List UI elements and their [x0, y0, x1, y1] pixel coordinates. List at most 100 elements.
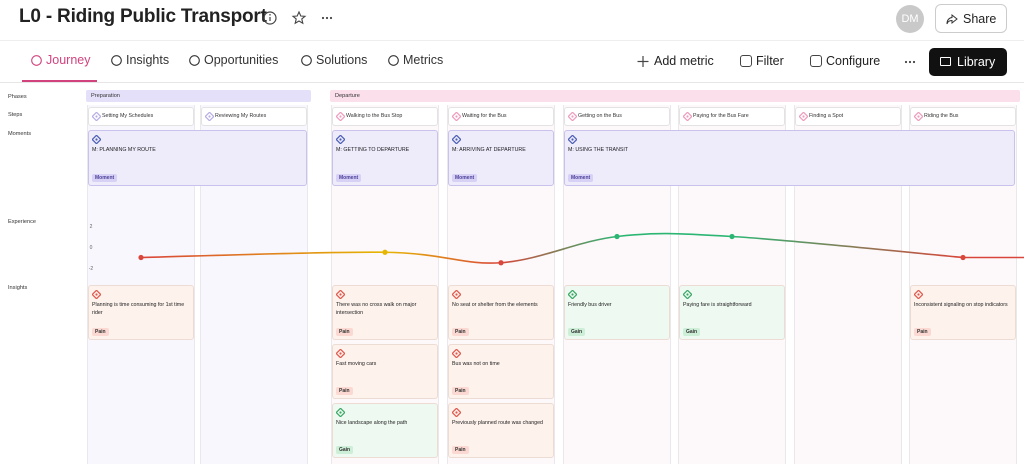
phase-bar — [86, 90, 311, 102]
step-label: Riding the Bus — [924, 113, 959, 119]
tab-underline — [22, 80, 97, 82]
step-card: Paying for the Bus Fare — [679, 107, 785, 126]
phase-label: Preparation — [91, 93, 120, 99]
action-button[interactable]: Filter — [756, 54, 784, 68]
insight-card[interactable]: Bus was not on time Pain — [448, 344, 554, 399]
insight-text: Planning is time consuming for 1st time … — [92, 302, 185, 316]
insight-text: Fast moving cars — [336, 361, 377, 367]
tab-icon — [31, 55, 42, 66]
insight-text: There was no cross walk on major interse… — [336, 302, 417, 316]
icon — [914, 112, 923, 121]
step-label: Walking to the Bus Stop — [346, 113, 403, 119]
moment-card[interactable]: M: USING THE TRANSIT Moment — [564, 130, 1015, 186]
step-label: Setting My Schedules — [102, 113, 154, 119]
icon — [799, 112, 808, 121]
tab-label: Opportunities — [204, 53, 279, 67]
divider — [0, 82, 1024, 83]
step-label: Reviewing My Routes — [215, 113, 267, 119]
divider — [0, 40, 1024, 41]
insight-tag: Pain — [452, 387, 469, 395]
step-label: Finding a Spot — [809, 113, 844, 119]
insight-tag: Gain — [568, 328, 586, 336]
icon — [452, 135, 461, 144]
icon — [205, 112, 214, 121]
avatar[interactable]: DM — [896, 5, 924, 33]
title-icons[interactable] — [262, 10, 342, 26]
insight-text: Bus was not on time — [452, 361, 500, 367]
moment-label: M: GETTING TO DEPARTURE — [336, 147, 410, 153]
tab-icon — [388, 55, 399, 66]
icon — [568, 290, 577, 299]
step-card: Walking to the Bus Stop — [332, 107, 438, 126]
page-title: L0 - Riding Public Transport — [19, 6, 267, 27]
phase-bar — [330, 90, 1020, 102]
icon — [92, 112, 101, 121]
insight-text: Friendly bus driver — [568, 302, 612, 308]
icon — [568, 135, 577, 144]
moment-card[interactable]: M: ARRIVING AT DEPARTURE Moment — [448, 130, 554, 186]
icon — [683, 290, 692, 299]
icon — [336, 408, 345, 417]
icon — [683, 112, 692, 121]
icon — [452, 408, 461, 417]
insight-tag: Pain — [336, 387, 353, 395]
tab-icon — [111, 55, 122, 66]
step-card: Reviewing My Routes — [201, 107, 307, 126]
row-label: Phases — [8, 94, 27, 100]
step-card: Riding the Bus — [910, 107, 1016, 126]
insight-text: Nice landscape along the path — [336, 420, 408, 426]
action-button[interactable]: Add metric — [654, 54, 714, 68]
phase-label: Departure — [335, 93, 360, 99]
insight-tag: Pain — [914, 328, 931, 336]
insight-text: Paying fare is straightforward — [683, 302, 752, 308]
icon — [452, 112, 461, 121]
insight-tag: Gain — [336, 446, 354, 454]
insight-tag: Pain — [452, 446, 469, 454]
share-button[interactable]: Share — [935, 4, 1007, 33]
library-button[interactable]: Library — [929, 48, 1007, 76]
icon — [452, 349, 461, 358]
tab-label: Insights — [126, 53, 170, 67]
insight-card[interactable]: Previously planned route was changed Pain — [448, 403, 554, 458]
action-button[interactable]: Configure — [826, 54, 881, 68]
icon — [336, 112, 345, 121]
insight-card[interactable]: Nice landscape along the path Gain — [332, 403, 438, 458]
insight-card[interactable]: Planning is time consuming for 1st time … — [88, 285, 194, 340]
share-label: Share — [963, 12, 997, 26]
row-label: Insights — [8, 285, 28, 291]
moment-label: M: PLANNING MY ROUTE — [92, 147, 156, 153]
moment-tag: Moment — [452, 174, 478, 182]
moment-card[interactable]: M: GETTING TO DEPARTURE Moment — [332, 130, 438, 186]
insight-tag: Pain — [92, 328, 109, 336]
icon — [452, 290, 461, 299]
action-icon[interactable] — [810, 55, 822, 67]
insight-tag: Gain — [683, 328, 701, 336]
tab-label: Solutions — [316, 53, 368, 67]
icon — [336, 349, 345, 358]
insight-text: No seat or shelter from the elements — [452, 302, 538, 308]
step-card: Setting My Schedules — [88, 107, 194, 126]
moment-label: M: USING THE TRANSIT — [568, 147, 629, 153]
icon — [336, 290, 345, 299]
tab-label: Journey — [46, 53, 91, 67]
more-menu[interactable] — [903, 54, 915, 66]
insight-card[interactable]: Friendly bus driver Gain — [564, 285, 670, 340]
moment-card[interactable]: M: PLANNING MY ROUTE Moment — [88, 130, 307, 186]
moment-tag: Moment — [336, 174, 362, 182]
moment-tag: Moment — [92, 174, 118, 182]
row-label: Experience — [8, 219, 36, 225]
row-label: Steps — [8, 112, 23, 118]
add-icon[interactable] — [638, 53, 650, 65]
insight-card[interactable]: Paying fare is straightforward Gain — [679, 285, 785, 340]
action-icon[interactable] — [740, 55, 752, 67]
icon — [568, 112, 577, 121]
insight-card[interactable]: Inconsistent signaling on stop indicator… — [910, 285, 1016, 340]
insight-card[interactable]: Fast moving cars Pain — [332, 344, 438, 399]
step-card: Getting on the Bus — [564, 107, 670, 126]
step-card: Waiting for the Bus — [448, 107, 554, 126]
icon — [914, 290, 923, 299]
insight-card[interactable]: No seat or shelter from the elements Pain — [448, 285, 554, 340]
icon — [336, 135, 345, 144]
insight-card[interactable]: There was no cross walk on major interse… — [332, 285, 438, 340]
